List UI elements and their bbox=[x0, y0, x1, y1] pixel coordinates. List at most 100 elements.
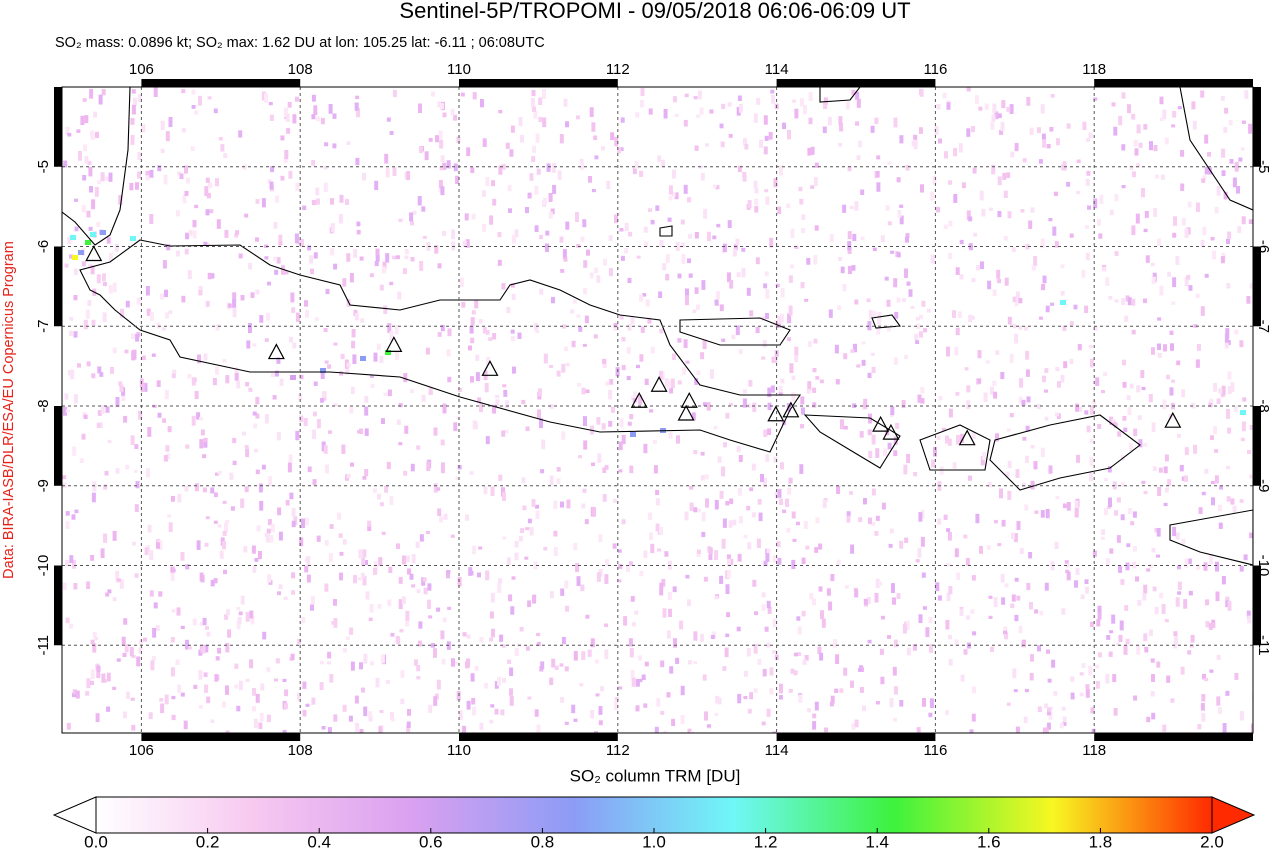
so2-pixel bbox=[808, 341, 813, 347]
so2-pixel bbox=[1025, 455, 1029, 463]
so2-pixel bbox=[161, 327, 166, 331]
so2-pixel bbox=[861, 359, 866, 366]
so2-pixel bbox=[425, 347, 430, 355]
so2-pixel bbox=[791, 511, 796, 519]
so2-pixel bbox=[125, 300, 130, 308]
so2-pixel bbox=[688, 660, 692, 665]
so2-pixel bbox=[946, 528, 951, 532]
so2-pixel bbox=[747, 708, 752, 714]
y-tick-label: -9 bbox=[1255, 479, 1272, 492]
so2-pixel bbox=[790, 264, 795, 269]
so2-pixel bbox=[354, 313, 359, 321]
so2-pixel bbox=[893, 717, 898, 722]
so2-pixel bbox=[225, 730, 230, 733]
so2-pixel bbox=[947, 531, 952, 541]
so2-pixel bbox=[90, 555, 95, 561]
so2-pixel bbox=[63, 406, 67, 416]
so2-pixel bbox=[590, 710, 595, 719]
so2-pixel bbox=[1151, 422, 1156, 432]
so2-pixel bbox=[988, 615, 993, 619]
so2-pixel bbox=[83, 319, 88, 330]
so2-pixel bbox=[1047, 707, 1052, 712]
so2-pixel bbox=[846, 511, 851, 517]
so2-pixel bbox=[582, 343, 587, 347]
so2-pixel bbox=[198, 704, 203, 709]
so2-pixel bbox=[954, 548, 959, 558]
so2-pixel bbox=[1023, 716, 1028, 724]
so2-pixel bbox=[875, 171, 880, 178]
so2-pixel bbox=[130, 118, 135, 125]
so2-pixel bbox=[1146, 568, 1151, 572]
so2-pixel bbox=[1124, 605, 1129, 611]
so2-pixel bbox=[91, 373, 96, 379]
so2-pixel bbox=[327, 661, 331, 665]
so2-pixel bbox=[252, 688, 257, 696]
so2-pixel bbox=[333, 263, 338, 270]
so2-pixel bbox=[379, 355, 384, 363]
so2-pixel bbox=[683, 184, 688, 194]
so2-pixel bbox=[152, 628, 157, 638]
so2-pixel bbox=[1018, 625, 1023, 634]
so2-pixel bbox=[1133, 546, 1137, 552]
so2-pixel bbox=[563, 98, 568, 107]
so2-pixel bbox=[1085, 252, 1090, 261]
so2-pixel bbox=[549, 403, 554, 409]
so2-pixel bbox=[675, 657, 680, 664]
so2-pixel bbox=[1143, 124, 1148, 130]
so2-pixel bbox=[762, 668, 767, 677]
so2-pixel bbox=[1021, 641, 1026, 647]
so2-pixel bbox=[793, 652, 798, 657]
so2-pixel bbox=[892, 666, 897, 676]
so2-pixel bbox=[1151, 347, 1155, 355]
so2-pixel bbox=[114, 244, 119, 252]
so2-pixel bbox=[1193, 446, 1198, 454]
so2-pixel bbox=[250, 615, 255, 625]
so2-pixel bbox=[930, 254, 935, 264]
so2-pixel bbox=[1006, 702, 1011, 706]
so2-pixel bbox=[364, 560, 368, 566]
so2-pixel bbox=[266, 714, 271, 723]
so2-pixel bbox=[166, 453, 171, 460]
so2-pixel bbox=[99, 372, 104, 377]
so2-pixel bbox=[275, 658, 280, 664]
so2-pixel bbox=[656, 697, 661, 707]
so2-pixel bbox=[687, 599, 691, 607]
so2-pixel bbox=[696, 114, 701, 118]
so2-pixel bbox=[69, 316, 74, 321]
so2-pixel bbox=[198, 95, 202, 106]
x-tick-label: 114 bbox=[765, 742, 789, 759]
so2-pixel bbox=[1145, 255, 1150, 263]
so2-pixel bbox=[310, 595, 315, 605]
so2-pixel bbox=[217, 470, 222, 475]
so2-pixel bbox=[198, 670, 203, 680]
so2-pixel bbox=[158, 591, 163, 597]
so2-pixel bbox=[714, 500, 719, 510]
so2-pixel bbox=[416, 676, 421, 680]
so2-pixel bbox=[274, 269, 279, 275]
so2-pixel bbox=[867, 372, 872, 379]
volcano bbox=[385, 336, 403, 352]
so2-pixel bbox=[176, 210, 180, 217]
so2-pixel bbox=[88, 166, 93, 177]
so2-pixel bbox=[284, 150, 289, 160]
so2-pixel bbox=[269, 114, 274, 121]
so2-pixel bbox=[1015, 726, 1020, 733]
so2-pixel bbox=[778, 392, 783, 396]
so2-pixel bbox=[187, 646, 192, 650]
so2-pixel bbox=[511, 576, 516, 580]
so2-pixel bbox=[1097, 610, 1102, 620]
so2-pixel bbox=[777, 206, 782, 215]
so2-pixel bbox=[1241, 421, 1246, 432]
so2-pixel bbox=[893, 639, 898, 648]
so2-pixel bbox=[494, 708, 499, 715]
so2-pixel bbox=[818, 586, 823, 592]
so2-pixel bbox=[893, 117, 898, 128]
so2-pixel bbox=[1170, 698, 1175, 703]
so2-pixel bbox=[854, 589, 859, 598]
so2-pixel bbox=[689, 731, 694, 733]
so2-pixel bbox=[407, 709, 411, 716]
so2-pixel bbox=[436, 607, 441, 612]
colorbar-tick-label: 2.0 bbox=[1200, 832, 1224, 851]
so2-pixel bbox=[580, 584, 585, 592]
so2-pixel bbox=[170, 495, 175, 502]
